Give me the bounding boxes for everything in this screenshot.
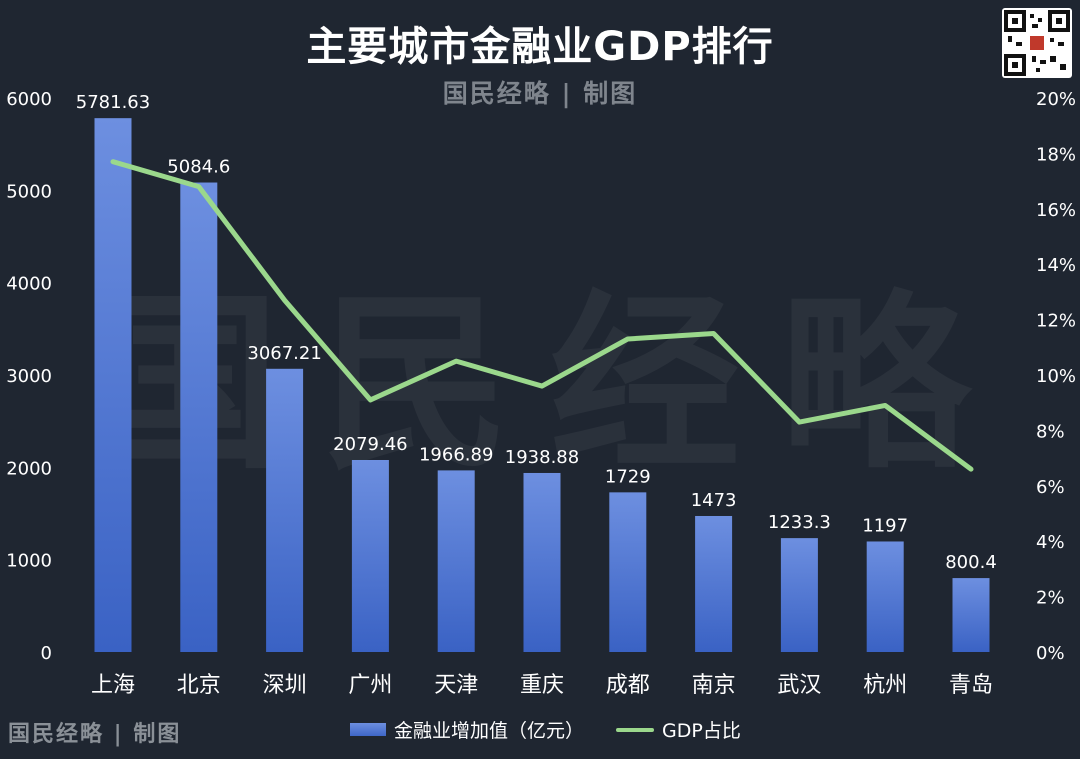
y-left-tick-label: 6000 xyxy=(6,89,52,110)
x-axis: 上海 北京 深圳 广州 天津 重庆 成都 南京 武汉 杭州 青岛 xyxy=(91,673,993,698)
bar[interactable] xyxy=(266,368,304,652)
y-right-tick-label: 10% xyxy=(1036,366,1076,387)
bar-value-label: 1938.88 xyxy=(505,447,579,468)
legend: 金融业增加值（亿元） GDP占比 xyxy=(350,716,773,743)
bar[interactable] xyxy=(351,459,389,652)
bar-value-label: 800.4 xyxy=(945,552,997,573)
y-left-tick-label: 5000 xyxy=(6,181,52,202)
credit-bottom: 国民经略 | 制图 xyxy=(8,721,182,747)
line-point[interactable] xyxy=(711,331,716,336)
line-point[interactable] xyxy=(883,403,888,408)
y-right-tick-label: 16% xyxy=(1036,200,1076,221)
line-point[interactable] xyxy=(282,298,287,303)
y-left-tick-label: 3000 xyxy=(6,366,52,387)
y-axis-right: 0% 2% 4% 6% 8% 10% 12% 14% 16% 18% 20% xyxy=(1036,89,1076,664)
y-right-tick-label: 0% xyxy=(1036,643,1065,664)
bar-value-label: 1233.3 xyxy=(768,512,831,533)
bar-value-label: 5781.63 xyxy=(76,92,150,113)
chart-title: 主要城市金融业GDP排行 xyxy=(306,24,774,70)
credit-top: 国民经略 | 制图 xyxy=(442,79,638,108)
x-tick-label: 成都 xyxy=(606,673,650,698)
bar[interactable] xyxy=(180,182,218,653)
bar[interactable] xyxy=(523,472,561,652)
x-tick-label: 北京 xyxy=(177,673,221,698)
line-point[interactable] xyxy=(454,359,459,364)
line-point[interactable] xyxy=(969,467,973,472)
y-right-tick-label: 18% xyxy=(1036,144,1076,165)
x-tick-label: 天津 xyxy=(434,673,478,698)
bar[interactable] xyxy=(866,541,904,652)
line-point[interactable] xyxy=(797,420,802,425)
bar-value-label: 1966.89 xyxy=(419,444,493,465)
y-left-tick-label: 2000 xyxy=(6,458,52,479)
y-axis-left: 0 1000 2000 3000 4000 5000 6000 xyxy=(6,89,52,664)
bar[interactable] xyxy=(952,578,990,652)
legend-item-line[interactable]: GDP占比 xyxy=(616,716,741,743)
y-right-tick-label: 20% xyxy=(1036,89,1076,110)
legend-bar-swatch xyxy=(350,723,386,736)
gdp-share-line[interactable] xyxy=(110,159,974,472)
legend-line-label: GDP占比 xyxy=(662,720,741,742)
bar-value-label: 2079.46 xyxy=(333,434,407,455)
x-tick-label: 杭州 xyxy=(863,673,907,698)
bar[interactable] xyxy=(437,470,475,652)
line-point[interactable] xyxy=(540,384,544,389)
x-tick-label: 重庆 xyxy=(520,673,564,698)
qr-code-icon xyxy=(1002,8,1072,78)
x-tick-label: 上海 xyxy=(91,673,135,698)
line-point[interactable] xyxy=(625,336,630,341)
bar-value-label: 5084.6 xyxy=(167,157,230,178)
line-series xyxy=(110,159,974,472)
legend-bar-label: 金融业增加值（亿元） xyxy=(394,720,585,742)
x-tick-label: 武汉 xyxy=(777,673,821,698)
line-point[interactable] xyxy=(368,397,373,402)
y-right-tick-label: 12% xyxy=(1036,311,1076,332)
bar[interactable] xyxy=(94,118,132,652)
bar[interactable] xyxy=(695,515,733,652)
legend-item-bar[interactable]: 金融业增加值（亿元） xyxy=(350,716,584,743)
bar-value-label: 3067.21 xyxy=(247,343,321,364)
line-point[interactable] xyxy=(196,184,201,189)
bar-data-labels: 5781.63 5084.6 3067.21 2079.46 1966.89 1938.8… xyxy=(76,92,997,573)
bar[interactable] xyxy=(780,538,818,652)
bar-value-label: 1197 xyxy=(862,515,908,536)
y-right-tick-label: 6% xyxy=(1036,477,1065,498)
y-left-tick-label: 0 xyxy=(41,643,52,664)
line-point[interactable] xyxy=(111,159,115,164)
x-tick-label: 广州 xyxy=(348,673,392,698)
y-right-tick-label: 2% xyxy=(1036,588,1065,609)
bar-value-label: 1729 xyxy=(605,466,651,487)
bar-value-label: 1473 xyxy=(691,490,737,511)
y-left-tick-label: 1000 xyxy=(6,551,52,572)
x-tick-label: 南京 xyxy=(692,673,736,698)
legend-line-swatch xyxy=(616,727,655,732)
bar[interactable] xyxy=(609,492,647,652)
y-right-tick-label: 4% xyxy=(1036,532,1065,553)
x-tick-label: 青岛 xyxy=(949,673,993,698)
y-right-tick-label: 8% xyxy=(1036,421,1065,442)
bar-series xyxy=(94,118,990,653)
x-tick-label: 深圳 xyxy=(263,673,307,698)
y-left-tick-label: 4000 xyxy=(6,274,52,295)
y-right-tick-label: 14% xyxy=(1036,255,1076,276)
